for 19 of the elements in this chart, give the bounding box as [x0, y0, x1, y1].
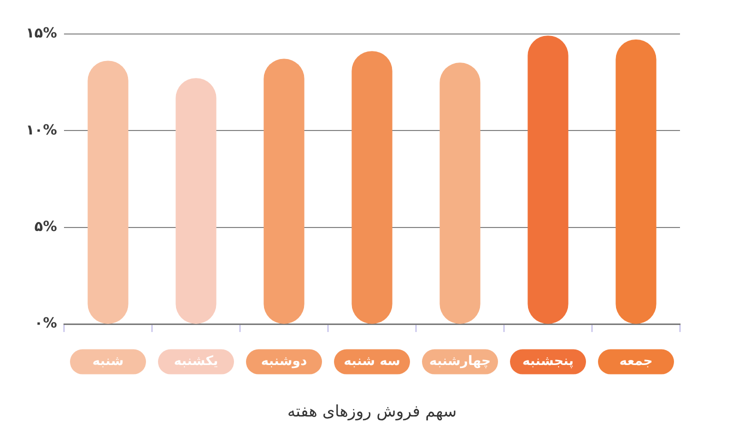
bar [528, 36, 568, 324]
y-tick-label: ۱۵% [26, 26, 57, 42]
bar [264, 58, 304, 324]
bar [440, 62, 480, 324]
x-tick-label: یکشنبه [174, 354, 218, 370]
bar [176, 78, 216, 324]
x-tick-label: چهارشنبه [429, 354, 491, 370]
y-tick-label: ۰% [34, 316, 57, 332]
x-axis-title: سهم فروش روزهای هفته [287, 402, 457, 421]
y-tick-label: ۵% [34, 218, 57, 235]
x-tick-label: جمعه [619, 354, 653, 370]
x-tick-label: پنجشنبه [522, 354, 574, 370]
x-tick-label: شنبه [92, 354, 124, 370]
bar [352, 51, 392, 324]
x-tick-label: سه شنبه [344, 354, 400, 370]
bar [88, 60, 128, 324]
y-tick-label: ۱۰% [26, 122, 57, 138]
bar [616, 39, 656, 324]
x-tick-label: دوشنبه [260, 354, 308, 370]
